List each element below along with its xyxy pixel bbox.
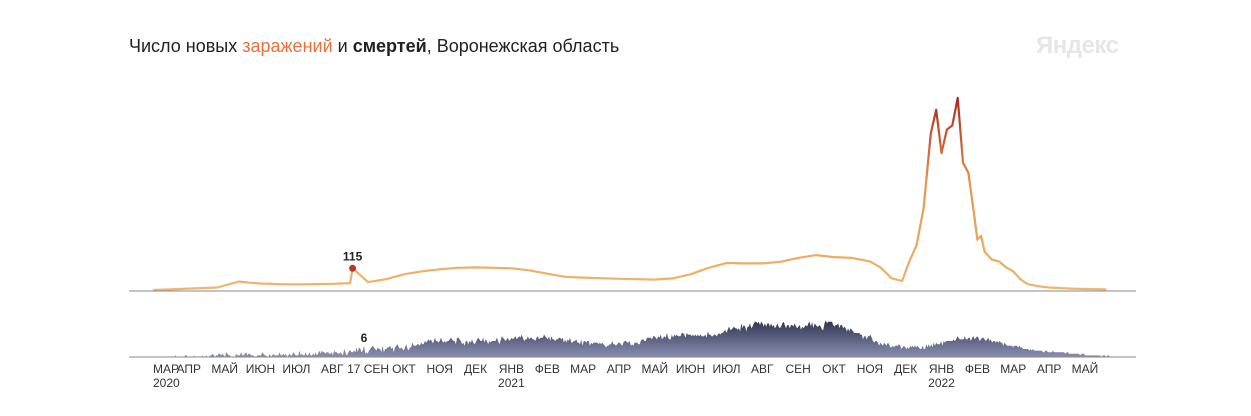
- title-deaths-word: смертей: [352, 36, 427, 56]
- month-tick-label: ДЕК: [464, 362, 487, 376]
- month-tick-label: АПР: [1037, 362, 1062, 376]
- month-tick-label: АПР: [607, 362, 632, 376]
- month-tick-label: ОКТ: [392, 362, 416, 376]
- month-tick-label: ФЕВ: [965, 362, 990, 376]
- deaths-series: [129, 320, 1136, 358]
- month-tick-label: МАР: [1000, 362, 1026, 376]
- title-middle: и: [332, 36, 353, 56]
- year-tick-label: 2022: [928, 376, 955, 390]
- month-tick-label: 17 СЕН: [347, 362, 389, 376]
- month-tick-label: ФЕВ: [535, 362, 560, 376]
- title-prefix: Число новых: [129, 36, 243, 56]
- title-infections-word: заражений: [242, 36, 333, 56]
- month-tick-label: ОКТ: [822, 362, 846, 376]
- year-tick-label: 2020: [153, 376, 180, 390]
- month-tick-label: ЯНВ: [929, 362, 954, 376]
- yandex-logo: Яндекс: [1036, 32, 1119, 59]
- month-tick-label: СЕН: [786, 362, 811, 376]
- month-tick-label: АПР: [177, 362, 202, 376]
- month-tick-label: АВГ: [751, 362, 774, 376]
- month-tick-label: МАР: [153, 362, 179, 376]
- infections-series: [129, 96, 1136, 292]
- month-tick-label: ИЮЛ: [282, 362, 310, 376]
- month-tick-label: МАЙ: [641, 361, 668, 376]
- month-tick-label: МАЙ: [211, 361, 238, 376]
- month-tick-label: ИЮН: [246, 362, 275, 376]
- month-tick-label: МАР: [570, 362, 596, 376]
- month-tick-label: ДЕК: [894, 362, 917, 376]
- infections-line: [152, 96, 1107, 292]
- chart-title: Число новых заражений и смертей, Воронеж…: [129, 36, 619, 57]
- month-tick-label: НОЯ: [426, 362, 452, 376]
- year-tick-label: 2021: [498, 376, 525, 390]
- month-tick-label: АВГ: [321, 362, 344, 376]
- deaths-area: [153, 320, 1110, 357]
- month-tick-label: ИЮЛ: [712, 362, 740, 376]
- infections-marker: [349, 264, 357, 272]
- month-tick-label: НОЯ: [857, 362, 883, 376]
- month-tick-label: ЯНВ: [499, 362, 524, 376]
- infections-marker-label: 115: [343, 249, 363, 263]
- month-tick-label: ИЮН: [676, 362, 705, 376]
- title-suffix: , Воронежская область: [426, 36, 620, 56]
- deaths-marker-label: 6: [361, 331, 368, 345]
- annotations: 115 6: [343, 249, 368, 345]
- month-tick-label: МАЙ: [1072, 361, 1099, 376]
